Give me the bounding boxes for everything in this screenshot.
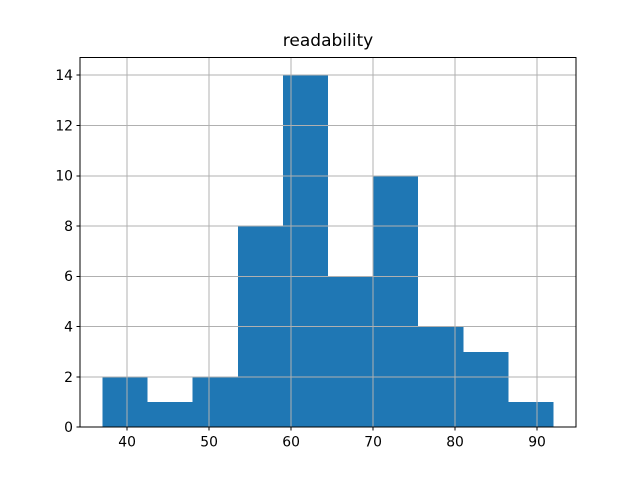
y-tick-label: 14 bbox=[55, 68, 73, 84]
y-tick-label: 6 bbox=[64, 269, 73, 285]
y-tick-label: 8 bbox=[64, 219, 73, 235]
histogram-bar bbox=[192, 376, 238, 428]
histogram-bar bbox=[508, 402, 554, 428]
histogram-bar bbox=[463, 351, 509, 428]
histogram-bar bbox=[102, 376, 148, 428]
y-tick-label: 4 bbox=[64, 320, 73, 336]
histogram-bar bbox=[147, 402, 193, 428]
histogram-bar bbox=[373, 175, 419, 428]
y-tick-label: 2 bbox=[64, 370, 73, 386]
x-tick-label: 70 bbox=[364, 435, 382, 451]
chart-title: readability bbox=[282, 31, 374, 51]
x-tick-label: 80 bbox=[446, 435, 464, 451]
axes-frame bbox=[79, 57, 577, 428]
x-tick-label: 50 bbox=[200, 435, 218, 451]
y-tick-label: 0 bbox=[64, 420, 73, 436]
x-tick-label: 40 bbox=[118, 435, 136, 451]
x-tick-label: 60 bbox=[282, 435, 300, 451]
histogram-bar bbox=[328, 276, 374, 428]
histogram-bar bbox=[282, 75, 328, 428]
y-tick-label: 10 bbox=[55, 169, 73, 185]
x-tick-label: 90 bbox=[528, 435, 546, 451]
y-tick-label: 12 bbox=[55, 118, 73, 134]
